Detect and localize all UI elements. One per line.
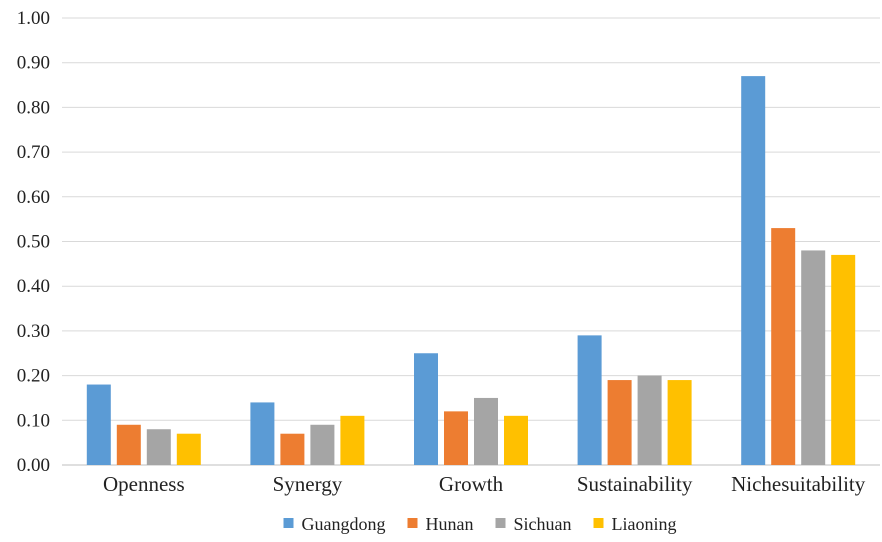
y-tick-label: 0.80: [17, 97, 50, 118]
bar-guangdong-growth: [414, 353, 438, 465]
y-tick-label: 0.00: [17, 455, 50, 476]
bar-sichuan-openness: [146, 429, 171, 465]
y-tick-label: 0.60: [17, 187, 50, 208]
bar-hunan-growth: [444, 411, 468, 465]
bar-sichuan-nichesuitability: [801, 250, 826, 465]
y-tick-label: 0.90: [17, 53, 50, 74]
legend-swatch: [283, 518, 294, 528]
bar-guangdong-synergy: [250, 402, 275, 465]
x-category-label: Openness: [103, 472, 185, 496]
bar-liaoning-growth: [504, 415, 528, 465]
y-tick-label: 1.00: [17, 8, 50, 29]
x-category-label: Synergy: [273, 472, 343, 496]
y-tick-label: 0.10: [17, 410, 50, 431]
legend-item-liaoning: Liaoning: [593, 514, 677, 534]
bar-hunan-nichesuitability: [771, 228, 796, 465]
bar-liaoning-nichesuitability: [831, 254, 856, 465]
bar-guangdong-sustainability: [577, 335, 602, 465]
bar-sichuan-sustainability: [637, 375, 662, 465]
bar-hunan-synergy: [280, 433, 305, 465]
y-tick-label: 0.20: [17, 366, 50, 387]
y-tick-label: 0.30: [17, 321, 50, 342]
legend-swatch: [593, 518, 604, 528]
bar-sichuan-growth: [474, 397, 498, 465]
legend-label: Liaoning: [612, 514, 677, 534]
legend-item-hunan: Hunan: [407, 514, 474, 534]
bars: [86, 76, 856, 466]
legend-label: Guangdong: [302, 514, 386, 534]
y-tick-label: 0.50: [17, 232, 50, 253]
legend-swatch: [407, 518, 418, 528]
x-category-label: Nichesuitability: [731, 472, 866, 496]
legend-label: Hunan: [426, 514, 474, 534]
legend-swatch: [495, 518, 506, 528]
x-axis-category-labels: Openness Synergy Growth Sustainability Niche…: [103, 472, 866, 496]
bar-hunan-sustainability: [607, 380, 632, 465]
x-category-label: Growth: [439, 472, 504, 496]
legend-item-sichuan: Sichuan: [495, 514, 572, 534]
legend-label: Sichuan: [514, 514, 572, 534]
y-tick-label: 0.70: [17, 142, 50, 163]
x-category-label: Sustainability: [577, 472, 693, 496]
bar-hunan-openness: [116, 424, 141, 465]
legend-item-guangdong: Guangdong: [283, 514, 386, 534]
bar-guangdong-nichesuitability: [741, 76, 766, 466]
bar-liaoning-synergy: [340, 415, 365, 465]
gridlines: [62, 17, 880, 466]
bar-liaoning-openness: [176, 433, 201, 465]
y-axis-tick-labels: 0.00 0.10 0.20 0.30 0.40 0.50 0.60 0.70 0.80 0.90…: [17, 8, 50, 476]
legend: Guangdong Hunan Sichuan Liaoning: [283, 514, 677, 534]
bar-liaoning-sustainability: [667, 380, 692, 465]
y-tick-label: 0.40: [17, 276, 50, 297]
bar-sichuan-synergy: [310, 424, 335, 465]
bar-guangdong-openness: [86, 384, 111, 465]
